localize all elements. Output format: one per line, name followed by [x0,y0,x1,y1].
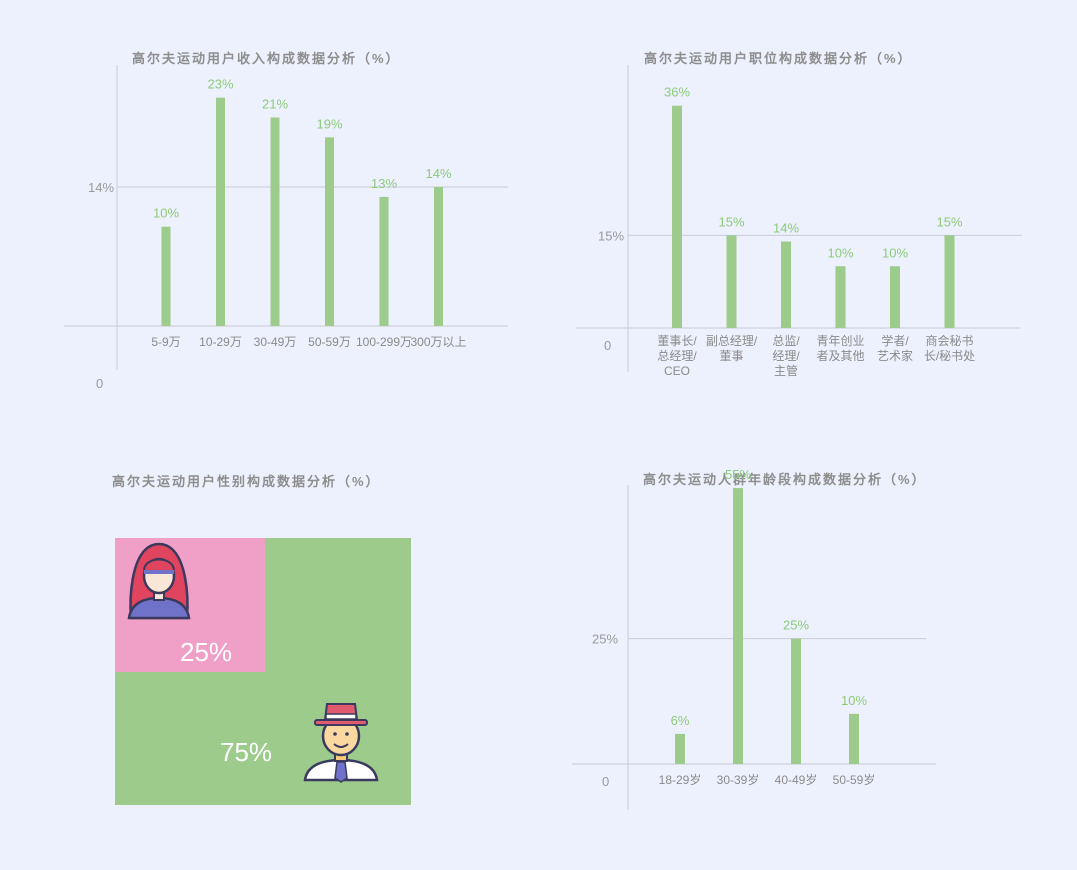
age-x-tick-label: 30-39岁 [717,772,760,787]
income-chart-title: 高尔夫运动用户收入构成数据分析（%） [132,51,401,66]
female-percent-label: 25% [180,637,232,667]
position-data-label: 14% [773,221,799,236]
position-x-tick-label: 艺术家 [877,348,913,363]
woman-avatar-icon [127,542,191,620]
position-x-tick-label: 青年创业 [816,334,864,348]
age-y-tick-label: 0 [602,774,609,789]
man-hat-avatar-icon [303,703,379,783]
income-bar [379,196,389,326]
position-bar [835,266,846,328]
position-x-tick-label: 主管 [774,363,798,378]
age-data-label: 55% [725,467,751,482]
gender-treemap: 25% 75% [115,538,411,805]
position-bar [672,105,682,328]
age-bar [733,488,743,764]
position-x-tick-label: 者及其他 [816,349,864,363]
age-bar [849,713,859,764]
position-x-tick-label: 董事 [719,349,743,363]
position-x-tick-label: 经理/ [772,349,800,363]
male-percent-label: 75% [220,737,272,767]
position-bar [781,241,791,328]
position-data-label: 15% [936,214,962,229]
income-x-tick-label: 5-9万 [151,335,180,349]
position-x-tick-label: CEO [664,364,690,378]
age-chart-title: 高尔夫运动人群年龄段构成数据分析（%） [643,472,927,487]
income-data-label: 19% [316,116,342,131]
position-x-tick-label: 副总经理/ [706,334,758,348]
position-data-label: 15% [718,214,744,229]
position-x-tick-label: 总经理/ [657,349,697,363]
age-data-label: 6% [671,713,690,728]
position-x-tick-label: 长/秘书处 [924,349,975,363]
age-x-tick-label: 18-29岁 [659,772,702,787]
income-x-tick-label: 10-29万 [199,335,242,349]
income-bar [434,187,443,326]
age-x-tick-label: 40-49岁 [775,772,818,787]
income-data-label: 21% [262,97,288,112]
position-data-label: 36% [664,85,690,100]
position-x-tick-label: 董事长/ [657,334,697,348]
income-x-tick-label: 100-299万 [356,335,412,349]
income-x-tick-label: 30-49万 [254,335,297,349]
income-y-tick-label: 14% [88,180,114,195]
gender-chart-title: 高尔夫运动用户性别构成数据分析（%） [112,474,381,489]
age-data-label: 10% [841,693,867,708]
income-x-tick-label: 50-59万 [308,335,351,349]
age-data-label: 25% [783,618,809,633]
position-data-label: 10% [882,245,908,260]
position-y-tick-label: 0 [604,338,611,353]
income-data-label: 10% [153,206,179,221]
income-data-label: 14% [425,166,451,181]
position-chart-title: 高尔夫运动用户职位构成数据分析（%） [644,51,913,66]
income-bar [325,137,334,326]
income-data-label: 13% [371,176,397,191]
income-bar [270,117,280,326]
position-bar [726,235,737,328]
age-bar [791,638,801,764]
position-x-tick-label: 商会秘书 [925,333,973,348]
income-bar [161,226,171,326]
income-y-tick-label: 0 [96,376,103,391]
position-data-label: 10% [827,245,853,260]
position-bar [944,235,955,328]
income-x-tick-label: 300万以上 [410,335,466,349]
position-y-tick-label: 15% [598,228,624,243]
age-y-tick-label: 25% [592,632,618,647]
income-data-label: 23% [207,77,233,92]
age-x-tick-label: 50-59岁 [833,772,876,787]
income-bar [216,97,225,327]
position-bar [890,266,900,328]
position-x-tick-label: 总监/ [772,334,800,348]
age-bar [675,733,685,764]
position-x-tick-label: 学者/ [881,333,909,348]
